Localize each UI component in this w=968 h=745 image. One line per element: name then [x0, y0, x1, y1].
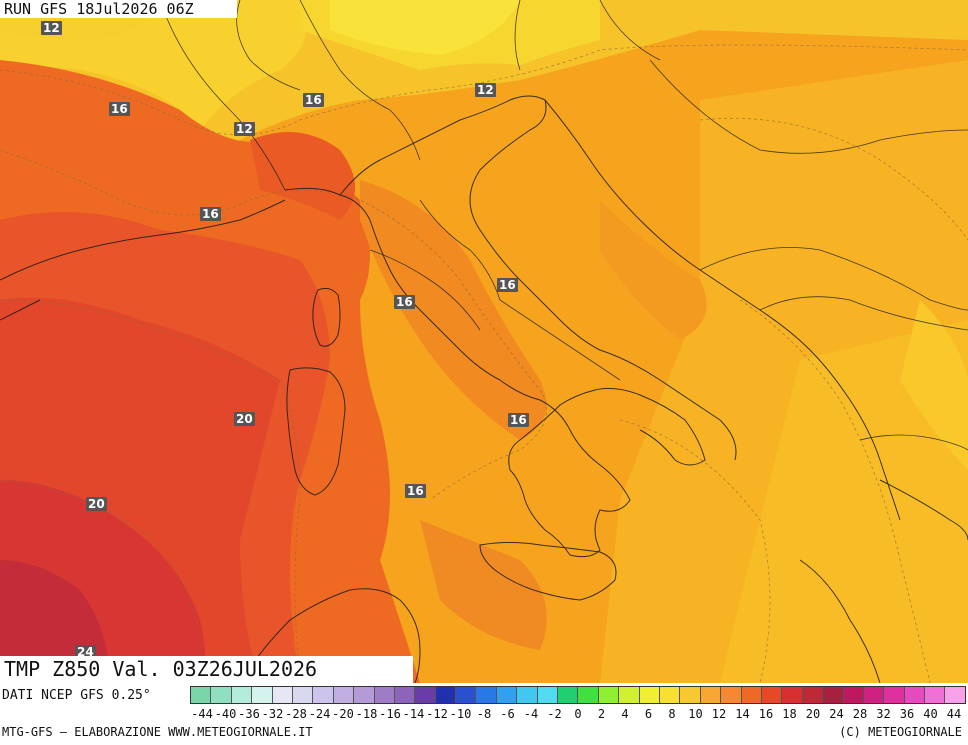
color-scale-swatch — [925, 687, 946, 703]
isotherm-label: 16 — [200, 207, 221, 221]
color-scale-tick: -28 — [285, 707, 307, 721]
color-scale-tick: 8 — [668, 707, 676, 721]
color-scale-swatch — [517, 687, 538, 703]
color-scale-swatch — [476, 687, 497, 703]
color-scale-tick: 10 — [688, 707, 703, 721]
color-scale-tick: 36 — [899, 707, 915, 721]
color-scale-swatch — [741, 687, 762, 703]
color-scale-tick: -10 — [449, 707, 472, 721]
color-scale-swatch — [415, 687, 436, 703]
color-scale-tick: -40 — [214, 707, 237, 721]
color-scale-bar — [190, 686, 966, 704]
color-scale-tick: 28 — [852, 707, 868, 721]
color-scale-tick: 12 — [711, 707, 727, 721]
color-scale-tick: 32 — [876, 707, 891, 721]
color-scale-swatch — [558, 687, 579, 703]
isotherm-label: 16 — [497, 278, 518, 292]
isotherm-label: 20 — [234, 412, 255, 426]
color-scale-swatch — [394, 687, 416, 703]
isotherm-label: 16 — [405, 484, 426, 498]
color-scale-tick: -44 — [191, 707, 213, 721]
isotherm-label: 16 — [508, 413, 529, 427]
color-scale-tick: 18 — [782, 707, 797, 721]
color-scale-swatch — [863, 687, 885, 703]
color-scale-swatch — [374, 687, 395, 703]
color-scale-swatch — [272, 687, 293, 703]
color-scale-swatch — [761, 687, 783, 703]
color-scale-swatch — [680, 687, 701, 703]
color-scale-swatch — [782, 687, 803, 703]
color-scale-tick: 6 — [644, 707, 653, 721]
temperature-map — [0, 0, 968, 683]
color-scale-tick: -18 — [355, 707, 378, 721]
color-scale-swatch — [496, 687, 518, 703]
isotherm-label: 16 — [109, 102, 130, 116]
color-scale-tick: 0 — [574, 707, 582, 721]
color-scale-swatch — [721, 687, 742, 703]
color-scale-swatch — [313, 687, 334, 703]
color-scale-tick: -20 — [332, 707, 354, 721]
isotherm-label: 16 — [394, 295, 415, 309]
footer-copyright: (C) METEOGIORNALE — [839, 725, 962, 739]
color-scale-tick: 40 — [923, 707, 938, 721]
color-scale-tick: -6 — [500, 707, 515, 721]
color-scale-swatch — [292, 687, 314, 703]
color-scale-swatch — [843, 687, 864, 703]
color-scale-tick: -12 — [426, 707, 448, 721]
color-scale-swatch — [659, 687, 681, 703]
isotherm-label: 24 — [75, 645, 96, 659]
color-scale-swatch — [333, 687, 355, 703]
color-scale-swatch — [904, 687, 926, 703]
isotherm-label: 16 — [303, 93, 324, 107]
isotherm-label: 20 — [86, 497, 107, 511]
isotherm-label: 12 — [475, 83, 496, 97]
color-scale-tick: 24 — [829, 707, 844, 721]
color-scale-ticks: -44 -40 -36 -32 -28 -24 -20 -18 -16 -14 -12 -10 -8 -6… — [190, 707, 966, 723]
color-scale-tick: 44 — [946, 707, 962, 721]
map-title: TMP Z850 Val. 03Z26JUL2026 — [0, 656, 413, 683]
color-scale-swatch — [354, 687, 375, 703]
color-scale-swatch — [231, 687, 253, 703]
color-scale-tick: -14 — [402, 707, 425, 721]
color-scale-tick: 16 — [758, 707, 774, 721]
color-scale-swatch — [191, 687, 212, 703]
color-scale-swatch — [537, 687, 559, 703]
color-scale-tick: 20 — [805, 707, 821, 721]
color-scale-swatch — [639, 687, 660, 703]
run-label: RUN GFS 18Jul2026 06Z — [0, 0, 237, 18]
isotherm-label: 12 — [234, 122, 255, 136]
color-scale-tick: -36 — [238, 707, 260, 721]
footer-credit: MTG-GFS — ELABORAZIONE WWW.METEOGIORNALE… — [2, 725, 313, 739]
color-scale-tick: 14 — [735, 707, 750, 721]
color-scale-tick: 2 — [597, 707, 606, 721]
color-scale-swatch — [456, 687, 477, 703]
color-scale-tick: -16 — [379, 707, 401, 721]
color-scale-swatch — [802, 687, 824, 703]
color-scale-tick: -32 — [261, 707, 284, 721]
color-scale-swatch — [598, 687, 620, 703]
color-scale-swatch — [578, 687, 599, 703]
color-scale-swatch — [211, 687, 232, 703]
color-scale-tick: -4 — [523, 707, 539, 721]
color-scale-tick: 4 — [621, 707, 629, 721]
isotherm-label: 12 — [41, 21, 62, 35]
color-scale-swatch — [945, 687, 965, 703]
data-source: DATI NCEP GFS 0.25° — [2, 688, 151, 703]
color-scale-swatch — [823, 687, 844, 703]
color-scale-swatch — [619, 687, 640, 703]
color-scale-tick: -8 — [476, 707, 492, 721]
color-scale-swatch — [252, 687, 273, 703]
color-scale-swatch — [435, 687, 457, 703]
color-scale-swatch — [884, 687, 905, 703]
color-scale-swatch — [700, 687, 722, 703]
color-scale-tick: -24 — [308, 707, 331, 721]
color-scale-tick: -2 — [547, 707, 562, 721]
